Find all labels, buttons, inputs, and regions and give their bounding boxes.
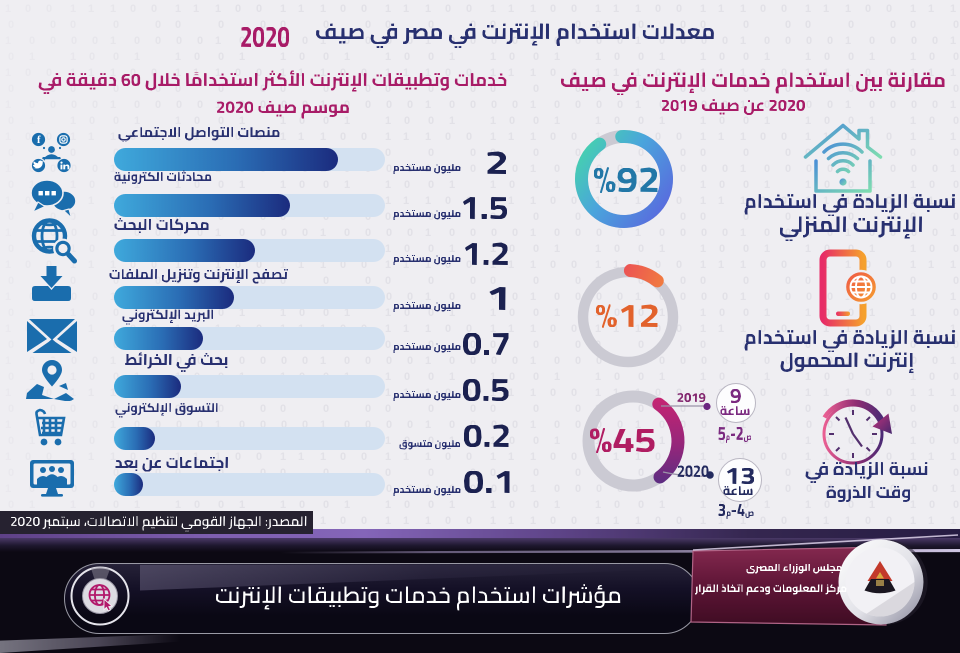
svg-text:f: f bbox=[37, 135, 41, 146]
